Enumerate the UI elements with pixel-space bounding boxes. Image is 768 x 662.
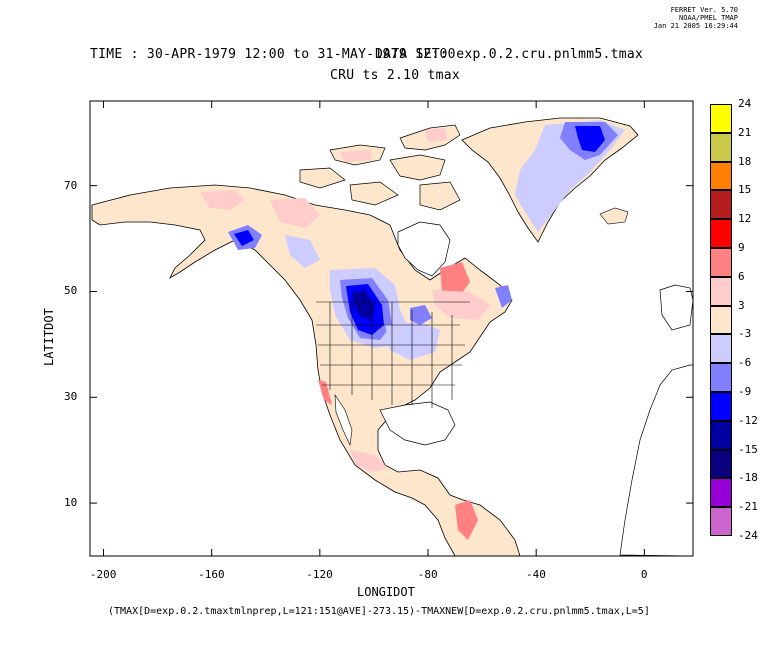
colorbar-swatch <box>710 363 732 392</box>
colorbar-level-label: -24 <box>738 529 758 542</box>
footer-expression: (TMAX[D=exp.0.2.tmaxtmlnprep,L=121:151@A… <box>108 606 650 617</box>
colorbar-swatch <box>710 392 732 421</box>
warm-alaska-north <box>200 190 245 210</box>
colorbar-level-label: 6 <box>738 269 745 283</box>
ferret-org: NOAA/PMEL TMAP <box>678 14 738 22</box>
arctic-warm <box>340 128 447 162</box>
y-tick-label: 10 <box>64 496 78 510</box>
cool-midwest <box>385 322 440 360</box>
x-tick-label: -160 <box>198 568 225 581</box>
ferret-date: Jan 21 2005 16:29:44 <box>653 22 738 30</box>
warm-yukon <box>270 198 320 228</box>
plot-frame <box>89 100 694 557</box>
colorbar-level-label: -3 <box>738 327 752 341</box>
warm-west-coast <box>318 380 332 405</box>
hudson-bay <box>397 221 451 277</box>
y-tick-label: 30 <box>64 390 78 404</box>
map-fields <box>91 117 693 556</box>
cool-great-lakes <box>410 305 432 325</box>
colorbar-level-label: 21 <box>738 125 752 139</box>
africa-outline <box>619 364 693 556</box>
cool-east <box>495 285 512 308</box>
x-tick-label: -200 <box>89 568 117 581</box>
warm-south-america <box>455 500 478 540</box>
cool-prairies-dark <box>352 290 375 320</box>
arctic-islands <box>299 124 461 211</box>
colorbar-level-label: -18 <box>738 471 758 485</box>
title-time: TIME : 30-APR-1979 12:00 to 31-MAY-1979 … <box>90 47 456 62</box>
colorbar-swatch <box>710 161 732 191</box>
state-borders <box>316 301 470 408</box>
gulf-of-california <box>334 393 353 447</box>
cool-alaska-strong <box>234 230 254 246</box>
colorbar-level-label: -12 <box>738 413 758 427</box>
warm-mexico <box>350 450 388 472</box>
tick-marks <box>90 101 693 556</box>
colorbar-swatch <box>710 420 732 450</box>
colorbar-swatch <box>710 132 732 162</box>
colorbar-level-label: -21 <box>738 500 758 514</box>
colorbar-level-label: -9 <box>738 385 752 398</box>
warm-quebec-light <box>432 290 490 320</box>
colorbar-swatch <box>710 104 732 133</box>
y-tick-label: 70 <box>64 178 78 192</box>
iceland-outline <box>599 207 629 225</box>
colorbar-swatch <box>710 248 732 277</box>
colorbar-swatch <box>710 507 732 536</box>
warm-quebec <box>440 262 470 298</box>
x-tick-label: -120 <box>306 568 333 581</box>
north-america-land <box>91 184 521 556</box>
x-tick-label: -80 <box>417 568 438 581</box>
colorbar-level-label: 9 <box>738 241 745 254</box>
y-axis-label: LATITDOT <box>42 308 56 366</box>
colorbar-swatch <box>710 219 732 248</box>
colorbar-level-label: 3 <box>738 298 745 312</box>
colorbar-swatch <box>710 305 732 335</box>
greenland-cool-strong <box>575 126 605 152</box>
x-tick-label: 0 <box>640 568 648 581</box>
colorbar-swatch <box>710 276 732 306</box>
cool-bc <box>285 235 320 268</box>
x-tick-label: -40 <box>525 568 546 581</box>
colorbar-level-label: 24 <box>738 97 752 110</box>
colorbar-swatch <box>710 334 732 364</box>
gulf-of-mexico <box>379 401 456 446</box>
colorbar-swatch <box>710 449 732 479</box>
colorbar-level-label: -6 <box>738 356 752 370</box>
colorbar-level-label: 15 <box>738 183 752 197</box>
ferret-version: FERRET Ver. 5.70 <box>670 6 738 14</box>
title-dataset: DATA SET: exp.0.2.cru.pnlmm5.tmax <box>375 47 644 62</box>
colorbar-level-label: 12 <box>738 212 752 226</box>
y-tick-label: 50 <box>64 284 78 298</box>
colorbar-swatch <box>710 190 732 220</box>
colorbar-level-label: 18 <box>738 154 752 168</box>
colorbar-swatch <box>710 478 732 508</box>
x-axis-label: LONGIDOT <box>357 585 415 599</box>
plot-subtitle: CRU ts 2.10 tmax <box>330 68 461 83</box>
iberia-outline <box>659 284 693 331</box>
colorbar-level-label: -15 <box>738 442 758 456</box>
